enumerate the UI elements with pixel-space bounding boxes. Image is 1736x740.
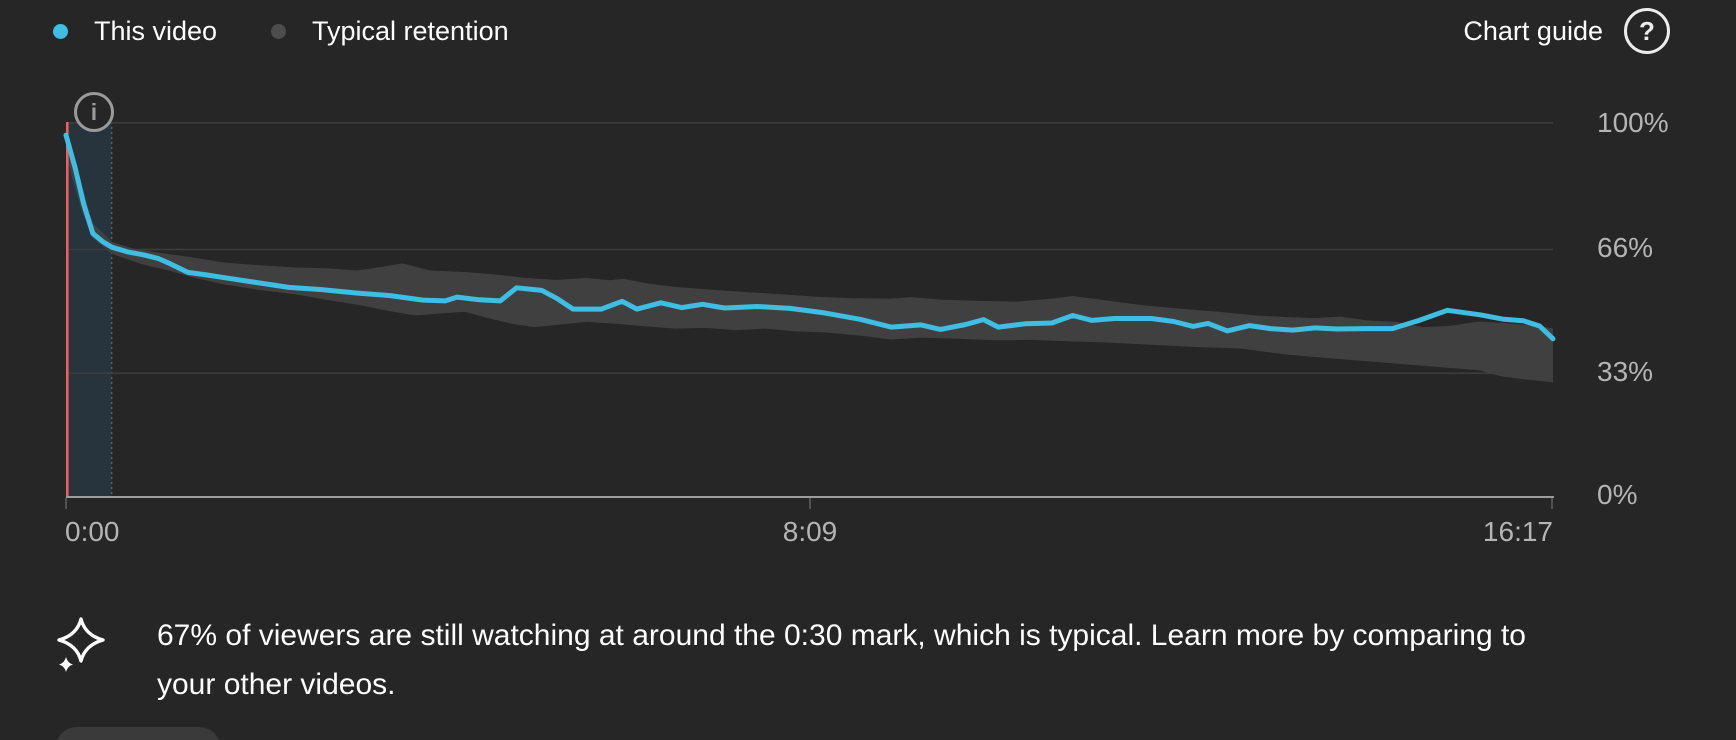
legend-item-this-video[interactable]: This video xyxy=(53,14,217,48)
typical-retention-dot-icon xyxy=(271,23,286,39)
cutoff-button[interactable] xyxy=(55,727,221,740)
retention-chart[interactable] xyxy=(63,122,1556,497)
insight-text: 67% of viewers are still watching at aro… xyxy=(157,611,1526,709)
y-tick-label-0: 0% xyxy=(1597,479,1638,510)
sparkle-icon xyxy=(57,617,105,672)
legend-item-typical-retention[interactable]: Typical retention xyxy=(271,14,509,48)
x-axis-line xyxy=(66,496,1554,498)
legend-label-typical-retention: Typical retention xyxy=(312,15,509,46)
y-tick-label-66: 66% xyxy=(1597,232,1654,263)
x-axis-tick xyxy=(65,498,67,509)
x-tick-label-start: 0:00 xyxy=(65,516,120,547)
retention-chart-svg xyxy=(63,122,1556,497)
chart-guide-label: Chart guide xyxy=(1463,15,1603,46)
legend-label-this-video: This video xyxy=(94,15,218,46)
chart-guide[interactable]: Chart guide ? xyxy=(1463,6,1670,56)
info-icon[interactable]: i xyxy=(74,92,114,132)
x-tick-label-mid: 8:09 xyxy=(782,516,838,547)
x-axis-tick xyxy=(809,498,811,509)
y-tick-label-33: 33% xyxy=(1597,356,1654,387)
y-tick-label-100: 100% xyxy=(1597,107,1669,138)
x-tick-label-end: 16:17 xyxy=(1482,516,1553,547)
help-question-icon[interactable]: ? xyxy=(1624,8,1670,54)
this-video-dot-icon xyxy=(53,23,68,39)
insight-line-2: your other videos. xyxy=(157,668,396,701)
insight-line-1: 67% of viewers are still watching at aro… xyxy=(157,619,1526,652)
x-axis-tick xyxy=(1551,498,1553,509)
